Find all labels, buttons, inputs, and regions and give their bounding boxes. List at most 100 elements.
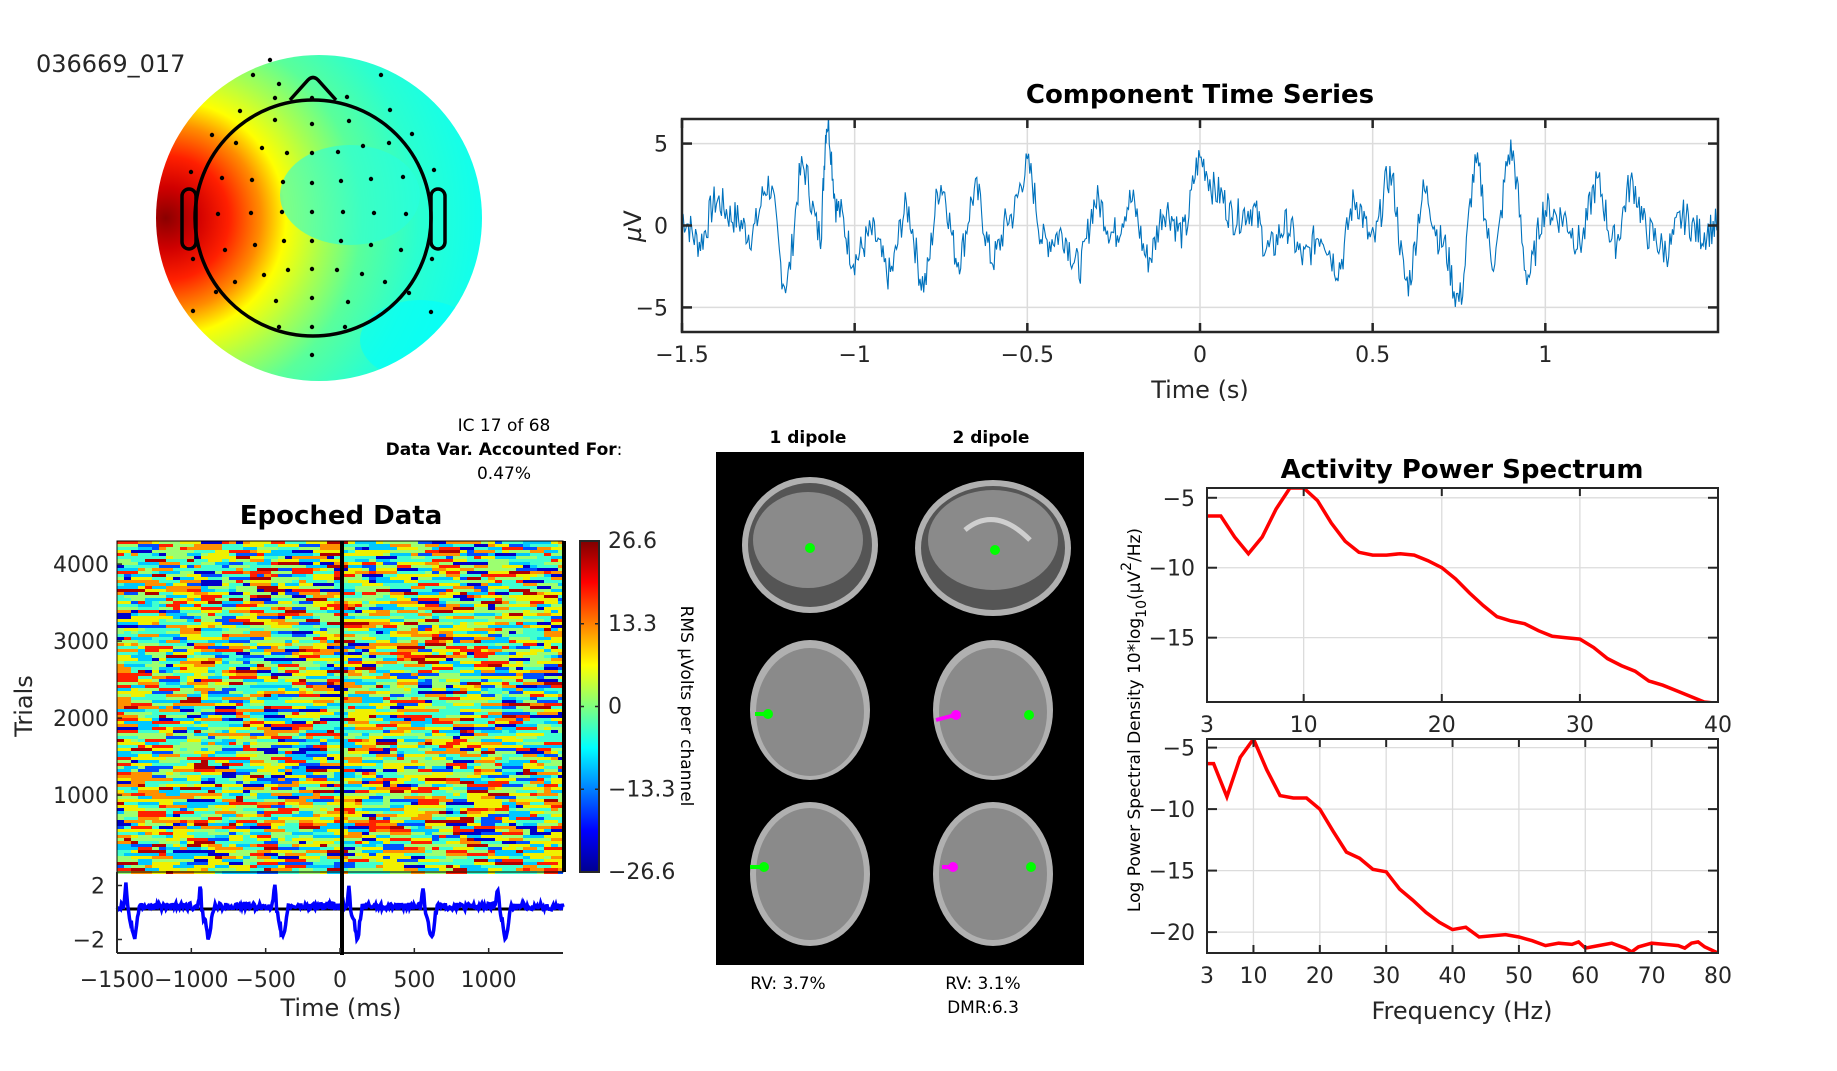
heatmap-cell xyxy=(152,547,159,550)
heatmap-cell xyxy=(278,574,292,577)
heatmap-cell xyxy=(208,832,229,835)
dipole-1-green-icon xyxy=(805,543,815,553)
heatmap-cell xyxy=(117,586,138,589)
heatmap-cell xyxy=(425,862,439,865)
heatmap-cell xyxy=(180,790,187,793)
heatmap-cell xyxy=(173,727,187,730)
heatmap-cell xyxy=(334,586,355,589)
heatmap-cell xyxy=(432,766,446,769)
heatmap-cell xyxy=(180,817,201,820)
heatmap-cell xyxy=(187,679,194,682)
heatmap-cell xyxy=(544,751,551,754)
heatmap-cell xyxy=(180,838,187,841)
heatmap-cell xyxy=(117,772,131,775)
heatmap-cell xyxy=(467,655,474,658)
heatmap-cell xyxy=(376,709,390,712)
heatmap-cell xyxy=(229,544,243,547)
heatmap-cell xyxy=(180,661,201,664)
heatmap-cell xyxy=(278,544,299,547)
heatmap-cell xyxy=(544,781,551,784)
heatmap-cell xyxy=(271,832,292,835)
heatmap-cell xyxy=(530,565,537,568)
heatmap-cell xyxy=(495,625,516,628)
heatmap-cell xyxy=(348,751,369,754)
heatmap-cell xyxy=(439,679,446,682)
heatmap-cell xyxy=(208,601,222,604)
heatmap-cell xyxy=(537,679,544,682)
heatmap-cell xyxy=(495,667,509,670)
heatmap-cell xyxy=(551,637,563,640)
heatmap-cell xyxy=(383,607,404,610)
heatmap-cell xyxy=(306,658,320,661)
heatmap-cell xyxy=(544,643,551,646)
electrode-dot xyxy=(382,279,388,285)
heatmap-cell xyxy=(348,565,362,568)
heatmap-cell xyxy=(278,703,292,706)
heatmap-cell xyxy=(201,595,215,598)
heatmap-cell xyxy=(236,868,250,871)
heatmap-cell xyxy=(215,865,229,868)
heatmap-cell xyxy=(460,766,467,769)
heatmap-cell xyxy=(124,811,131,814)
heatmap-cell xyxy=(348,868,369,871)
nose-icon xyxy=(288,75,338,102)
heatmap-cell xyxy=(292,868,299,871)
heatmap-cell xyxy=(362,637,376,640)
heatmap-cell xyxy=(250,730,264,733)
heatmap-cell xyxy=(285,721,292,724)
heatmap-cell xyxy=(551,727,563,730)
heatmap-cell xyxy=(138,691,152,694)
heatmap-cell xyxy=(229,838,243,841)
dipole-2-green-icon xyxy=(1024,710,1034,720)
dipole-col2-title: 2 dipole xyxy=(953,428,1030,448)
heatmap-cell xyxy=(166,556,173,559)
heatmap-cell xyxy=(194,829,215,832)
electrode-dot xyxy=(309,95,315,101)
heatmap-cell xyxy=(355,574,362,577)
heatmap-cell xyxy=(320,568,327,571)
heatmap-cell xyxy=(208,742,215,745)
heatmap-cell xyxy=(250,598,271,601)
heatmap-cell xyxy=(523,610,530,613)
heatmap-cell xyxy=(145,583,166,586)
heatmap-cell xyxy=(376,772,397,775)
heatmap-cell xyxy=(544,778,551,781)
heatmap-cell xyxy=(530,694,544,697)
heatmap-cell xyxy=(404,730,411,733)
heatmap-cell xyxy=(523,565,530,568)
heatmap-cell xyxy=(439,754,446,757)
heatmap-cell xyxy=(131,631,138,634)
heatmap-cell xyxy=(194,550,215,553)
heatmap-cell xyxy=(383,583,404,586)
heatmap-cell xyxy=(355,811,369,814)
heatmap-cell xyxy=(229,634,250,637)
heatmap-cell xyxy=(446,778,460,781)
heatmap-cell xyxy=(243,835,250,838)
heatmap-cell xyxy=(544,811,563,814)
heatmap-cell xyxy=(243,700,250,703)
heatmap-cell xyxy=(460,547,474,550)
heatmap-cell xyxy=(404,784,411,787)
heatmap-cell xyxy=(502,703,509,706)
heatmap-cell xyxy=(208,838,215,841)
heatmap-cell xyxy=(194,592,208,595)
heatmap-cell xyxy=(404,766,418,769)
spectrum-xtick-label: 60 xyxy=(1571,964,1599,989)
heatmap-cell xyxy=(411,640,418,643)
heatmap-cell xyxy=(334,790,355,793)
heatmap-cell xyxy=(460,598,474,601)
heatmap-cell xyxy=(250,580,271,583)
heatmap-cell xyxy=(285,646,299,649)
heatmap-cell xyxy=(474,730,481,733)
heatmap-cell xyxy=(138,553,152,556)
heatmap-cell xyxy=(278,778,285,781)
heatmap-cell xyxy=(313,715,320,718)
heatmap-cell xyxy=(348,739,362,742)
heatmap-cell xyxy=(418,553,432,556)
epoched-ytick-label: 1000 xyxy=(53,784,109,809)
heatmap-cell xyxy=(558,583,563,586)
dipole-2-axial-green-icon xyxy=(1026,862,1036,872)
heatmap-cell xyxy=(404,760,411,763)
timeseries-xtick-label: −1.5 xyxy=(655,343,708,368)
heatmap-cell xyxy=(460,817,474,820)
